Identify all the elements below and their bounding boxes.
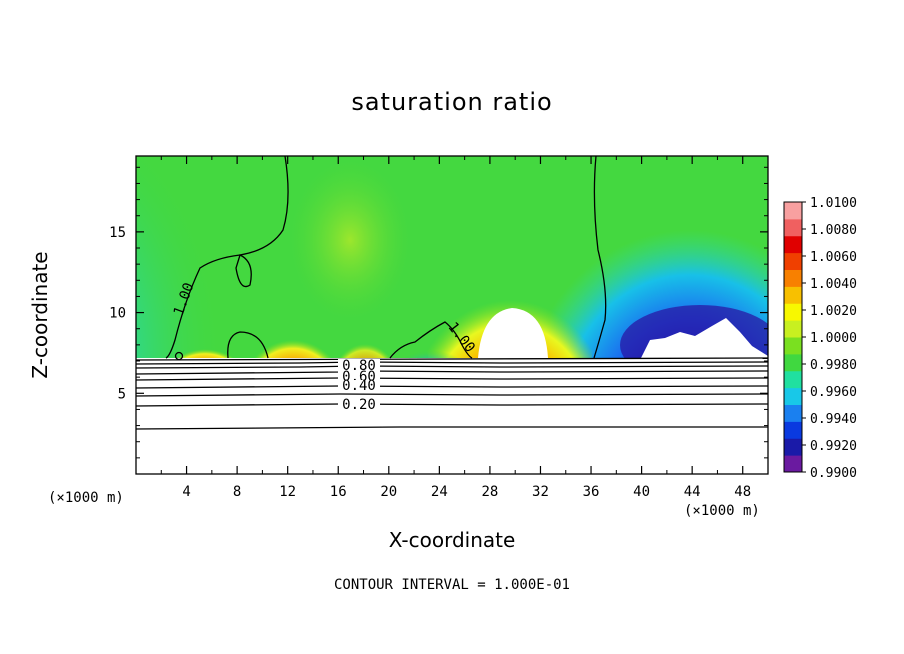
colorbar-swatch [784, 202, 802, 220]
colorbar-label: 1.0060 [810, 250, 857, 265]
colorbar-label: 1.0020 [810, 304, 857, 319]
colorbar-swatch [784, 320, 802, 338]
x-tick-label: 8 [233, 484, 241, 500]
blank-lower-region [136, 358, 768, 474]
x-axis-ticks: 4 8 12 16 20 24 28 32 36 40 44 48 [160, 156, 751, 500]
colorbar-label: 0.9960 [810, 385, 857, 400]
y-tick-label: 10 [109, 306, 126, 322]
contour-line-lower-1 [136, 357, 768, 361]
x-tick-label: 40 [633, 484, 650, 500]
colorbar-label: 1.0100 [810, 196, 857, 211]
contour-line-0-20 [136, 403, 768, 407]
colorbar-swatch [784, 421, 802, 439]
colorbar-label: 0.9920 [810, 439, 857, 454]
contour-line-0-40 [136, 385, 768, 389]
y-axis-ticks: 5 10 15 [109, 166, 768, 459]
contour-loop-small [235, 254, 252, 288]
blank-right-region [640, 318, 768, 360]
colorbar-swatch [784, 387, 802, 405]
colorbar-label: 1.0040 [810, 277, 857, 292]
colorbar-swatch [784, 370, 802, 389]
colorbar-swatch [784, 438, 802, 456]
x-tick-label: 16 [330, 484, 347, 500]
colorbar-swatch [784, 353, 802, 372]
colorbar-swatch [784, 286, 802, 304]
x-tick-label: 32 [532, 484, 549, 500]
contour-line-1-00-mid [389, 321, 473, 359]
colorbar-swatch [784, 404, 802, 422]
x-tick-label: 36 [583, 484, 600, 500]
contour-label-0-40: 0.40 [342, 378, 376, 394]
contour-label-0-80: 0.80 [342, 358, 376, 374]
contour-interval-note: CONTOUR INTERVAL = 1.000E-01 [333, 577, 570, 593]
contour-line-0-30 [136, 393, 768, 397]
y-tick-label: 15 [109, 225, 126, 241]
contour-line-1-00-left [165, 156, 289, 359]
colorbar-label: 0.9900 [810, 466, 857, 481]
colorbar-swatch [784, 252, 802, 270]
contour-label-0-20: 0.20 [342, 397, 376, 413]
colorbar-label: 0.9980 [810, 358, 857, 373]
x-axis-label: X-coordinate [388, 528, 516, 552]
chart-title: saturation ratio [351, 88, 553, 116]
mid-yellow-blob [290, 160, 410, 320]
x-unit-right-label: (×1000 m) [684, 503, 760, 519]
x-tick-label: 4 [182, 484, 190, 500]
contour-line-0-10 [136, 426, 768, 430]
x-tick-label: 44 [684, 484, 701, 500]
x-tick-label: 28 [481, 484, 498, 500]
colorbar-swatch [784, 235, 802, 254]
colorbar-swatch [784, 337, 802, 355]
colorbar-swatch [784, 218, 802, 237]
plot-frame [135, 155, 769, 475]
blank-dome-region [478, 308, 548, 358]
contour-line-1-00-right [593, 156, 607, 359]
colorbar-swatch [784, 269, 802, 287]
colorbar-label: 1.0080 [810, 223, 857, 238]
contour-line-1-00-bump [227, 331, 269, 359]
x-tick-label: 24 [431, 484, 448, 500]
colorbar-labels: 1.0100 1.0080 1.0060 1.0040 1.0020 1.0000 0.99… [802, 196, 857, 481]
colorbar-label: 0.9940 [810, 412, 857, 427]
y-tick-label: 5 [118, 386, 126, 402]
contour-fill-field [136, 156, 768, 474]
colorbar-swatch [784, 455, 802, 473]
colorbar-label: 1.0000 [810, 331, 857, 346]
contour-line-0-50 [136, 377, 768, 381]
x-tick-label: 48 [734, 484, 751, 500]
x-tick-label: 20 [380, 484, 397, 500]
x-tick-label: 12 [279, 484, 296, 500]
colorbar-swatch [784, 303, 802, 321]
colorbar [783, 201, 803, 473]
x-unit-left-label: (×1000 m) [48, 490, 124, 506]
